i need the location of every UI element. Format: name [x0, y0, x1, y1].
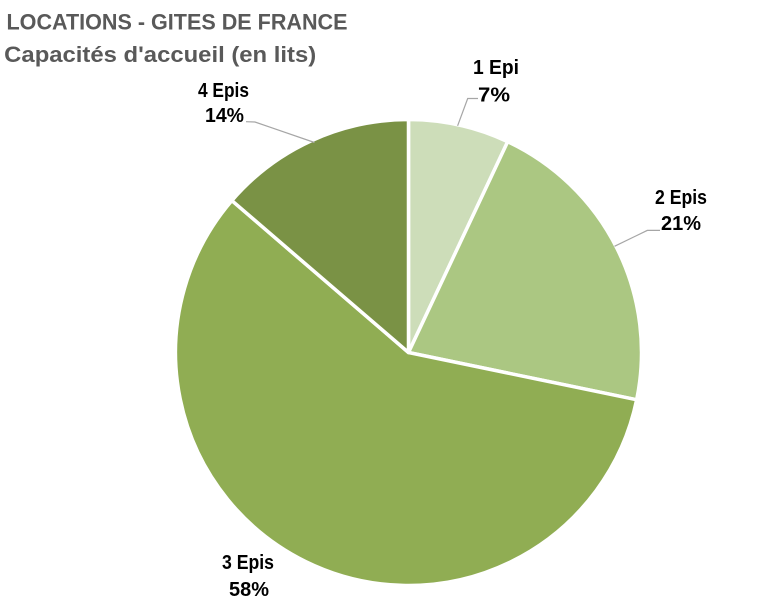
svg-text:3 Epis: 3 Epis: [222, 552, 274, 574]
svg-text:21%: 21%: [661, 213, 701, 235]
svg-text:2 Epis: 2 Epis: [655, 187, 707, 209]
svg-text:LOCATIONS - GITES DE FRANCE: LOCATIONS - GITES DE FRANCE: [7, 10, 348, 35]
svg-text:4 Epis: 4 Epis: [198, 80, 249, 102]
svg-text:Capacités d'accueil (en lits): Capacités d'accueil (en lits): [4, 42, 316, 67]
svg-text:1 Epi: 1 Epi: [473, 57, 519, 79]
svg-text:58%: 58%: [229, 579, 269, 601]
svg-text:14%: 14%: [205, 105, 244, 127]
svg-text:7%: 7%: [478, 85, 510, 107]
